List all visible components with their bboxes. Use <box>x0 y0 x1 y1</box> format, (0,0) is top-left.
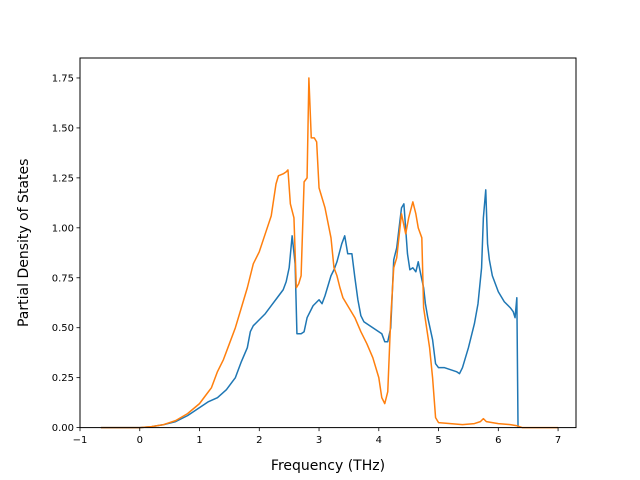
y-tick-label: 1.25 <box>52 173 74 184</box>
x-tick-label: −1 <box>73 435 88 446</box>
y-tick-label: 0.25 <box>52 373 74 384</box>
y-tick-label: 1.50 <box>52 123 74 134</box>
x-ticks: −1 0 1 2 3 4 5 6 7 <box>73 427 561 446</box>
x-tick-label: 7 <box>555 435 561 446</box>
x-tick-label: 1 <box>196 435 202 446</box>
x-tick-label: 3 <box>316 435 322 446</box>
series-line-1 <box>100 189 519 429</box>
y-tick-label: 0.00 <box>52 423 74 434</box>
y-tick-label: 1.00 <box>52 223 74 234</box>
x-tick-label: 2 <box>256 435 262 446</box>
y-axis-label: Partial Density of States <box>16 159 32 327</box>
x-axis-label: Frequency (THz) <box>271 458 385 474</box>
series-group <box>100 77 559 429</box>
y-ticks: 0.00 0.25 0.50 0.75 1.00 1.25 1.50 1.75 <box>52 73 80 434</box>
x-tick-label: 4 <box>376 435 382 446</box>
x-tick-label: 5 <box>435 435 441 446</box>
y-tick-label: 0.50 <box>52 323 74 334</box>
series-line-2 <box>100 77 559 429</box>
x-tick-label: 0 <box>137 435 143 446</box>
plot-frame <box>79 57 577 429</box>
x-tick-label: 6 <box>495 435 501 446</box>
y-tick-label: 1.75 <box>52 73 74 84</box>
y-tick-label: 0.75 <box>52 273 74 284</box>
